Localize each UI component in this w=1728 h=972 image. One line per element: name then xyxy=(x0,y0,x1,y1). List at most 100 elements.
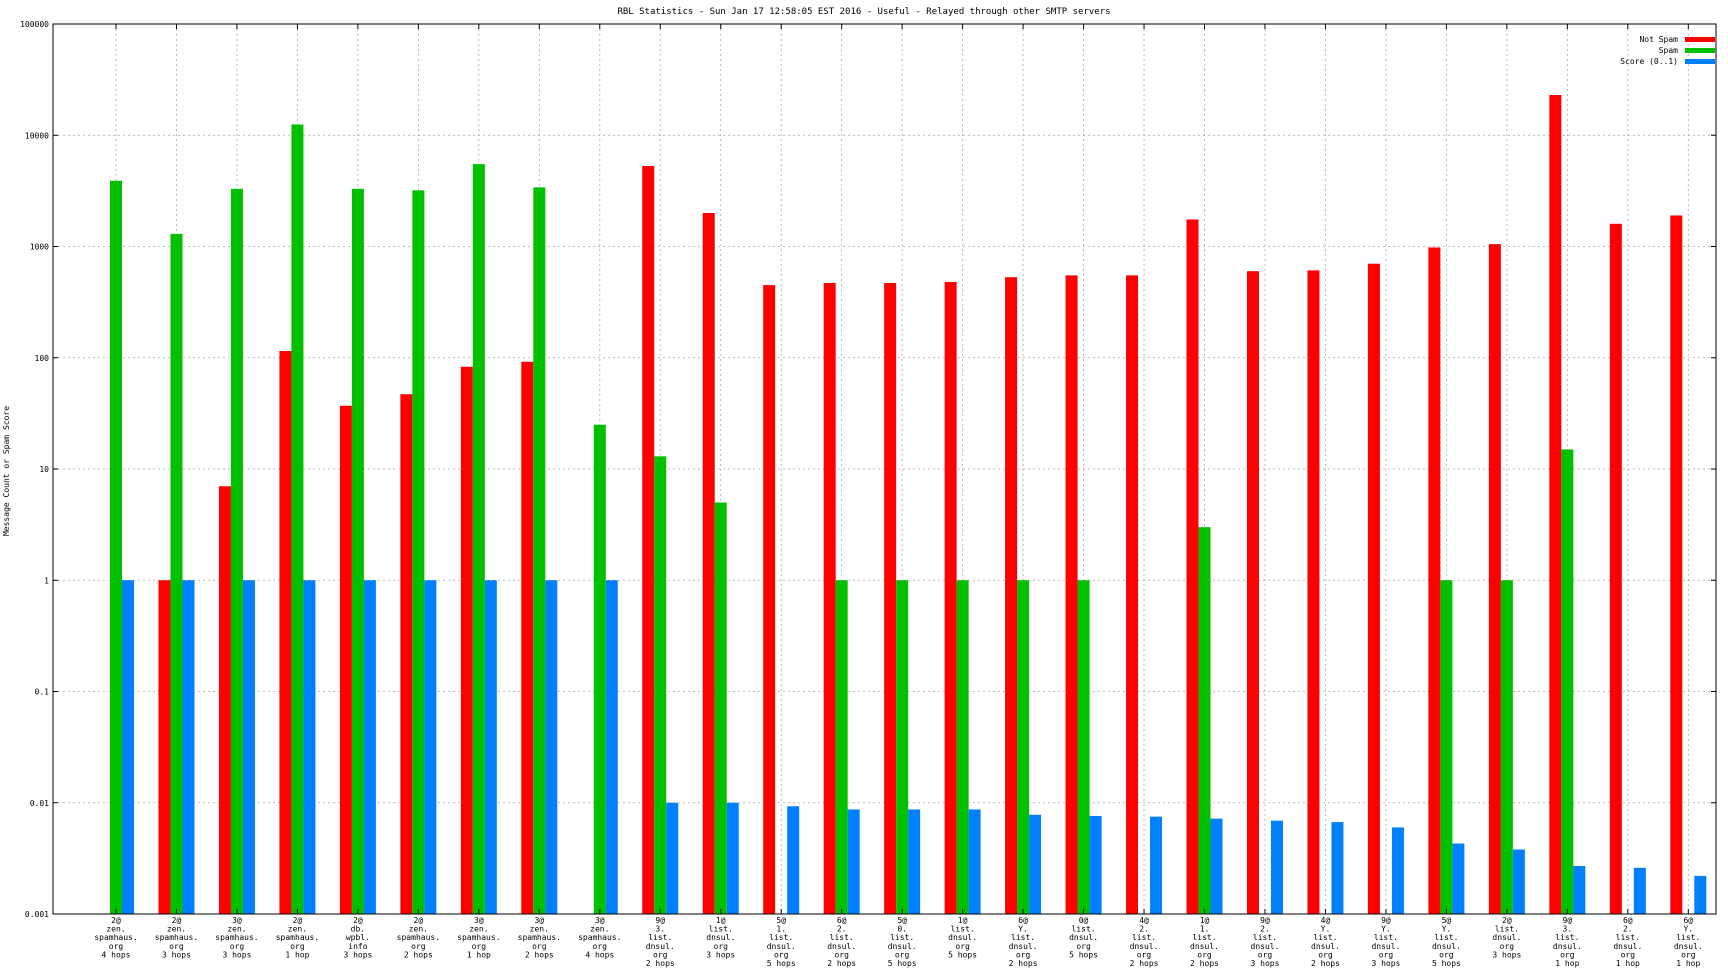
x-tick-label: 1@ list. dnsul. org 3 hops xyxy=(706,916,735,959)
x-tick-label: 1@ list. dnsul. org 5 hops xyxy=(948,916,977,959)
x-tick-label: 5@ Y. list. dnsul. org 5 hops xyxy=(1432,916,1461,968)
bar xyxy=(1694,875,1707,914)
legend-label: Score (0..1) xyxy=(1620,57,1678,66)
bar xyxy=(158,580,171,914)
y-tick-label: 0.001 xyxy=(25,910,49,919)
x-tick-label: 9@ 3. list. dnsul. org 2 hops xyxy=(646,916,675,968)
bar xyxy=(714,502,727,914)
bar xyxy=(666,802,679,914)
bar xyxy=(230,188,243,915)
bar xyxy=(1198,527,1211,914)
bar xyxy=(1428,247,1441,915)
x-tick-label: 2@ db. wpbl. info 3 hops xyxy=(343,916,372,959)
legend: Not Spam Spam Score (0..1) xyxy=(1620,35,1715,66)
x-tick-label: 0@ list. dnsul. org 5 hops xyxy=(1069,916,1098,959)
bar xyxy=(1331,822,1344,914)
bar xyxy=(884,282,897,914)
bar xyxy=(1077,580,1090,914)
bar xyxy=(242,580,255,914)
bar xyxy=(763,285,776,915)
bar xyxy=(182,580,195,914)
x-ticks: 2@ zen. spamhaus. org 4 hops 2@ zen. spamhaus. o… xyxy=(94,24,1703,968)
x-tick-label: 2@ zen. spamhaus. org 2 hops xyxy=(397,916,440,959)
plot-frame xyxy=(52,23,1717,915)
y-tick-label: 100 xyxy=(35,354,50,363)
bar xyxy=(1210,818,1223,914)
bar xyxy=(835,580,848,914)
bar xyxy=(351,188,364,915)
bar xyxy=(1246,271,1259,914)
bar xyxy=(1440,580,1453,914)
bar xyxy=(1391,827,1404,914)
y-axis-label: Message Count or Spam Score xyxy=(2,406,11,536)
bar xyxy=(1150,816,1163,914)
bar xyxy=(908,809,921,914)
x-tick-label: 3@ zen. spamhaus. org 4 hops xyxy=(578,916,621,959)
bar xyxy=(1512,849,1525,914)
x-tick-label: 3@ zen. spamhaus. org 1 hop xyxy=(457,916,500,959)
y-tick-label: 10000 xyxy=(25,131,49,140)
bar xyxy=(847,809,860,914)
chart-title: RBL Statistics - Sun Jan 17 12:58:05 EST… xyxy=(617,7,1110,17)
x-tick-label: 2@ zen. spamhaus. org 4 hops xyxy=(94,916,137,959)
bar xyxy=(944,281,957,914)
bar xyxy=(968,809,981,914)
x-tick-label: 1@ 1. list. dnsul. org 2 hops xyxy=(1190,916,1219,968)
bar xyxy=(787,806,800,914)
bar xyxy=(1029,814,1042,914)
bar xyxy=(279,350,292,914)
bar xyxy=(593,424,606,914)
bar xyxy=(545,580,558,914)
x-tick-label: 6@ 2. list. dnsul. org 2 hops xyxy=(827,916,856,968)
bar xyxy=(339,405,352,914)
x-tick-label: 6@ Y. list. dnsul. org 2 hops xyxy=(1009,916,1038,968)
bar xyxy=(726,802,739,914)
legend-label: Spam xyxy=(1659,46,1678,55)
x-tick-label: 2@ list. dnsul. org 3 hops xyxy=(1492,916,1521,959)
bar xyxy=(1307,270,1320,914)
x-tick-label: 3@ zen. spamhaus. org 2 hops xyxy=(518,916,561,959)
y-tick-label: 0.1 xyxy=(35,688,50,697)
x-tick-label: 5@ 1. list. dnsul. org 5 hops xyxy=(767,916,796,968)
bar xyxy=(1488,244,1501,914)
y-tick-label: 10 xyxy=(39,465,49,474)
bar xyxy=(400,394,413,914)
bar xyxy=(1089,816,1102,914)
bar xyxy=(484,580,497,914)
y-tick-label: 1000 xyxy=(30,243,49,252)
bar xyxy=(1573,866,1586,914)
x-tick-label: 3@ zen. spamhaus. org 3 hops xyxy=(215,916,258,959)
y-tick-label: 1 xyxy=(44,576,49,585)
legend-swatch xyxy=(1685,37,1715,42)
bar xyxy=(823,282,836,914)
y-ticks: 0.001 0.01 0.1 1 10 100 1000 10000 100000 xyxy=(20,20,1716,919)
bar xyxy=(424,580,437,914)
bar xyxy=(1367,263,1380,914)
x-tick-label: 9@ 2. list. dnsul. org 3 hops xyxy=(1251,916,1280,968)
bar xyxy=(533,187,546,914)
x-tick-label: 9@ Y. list. dnsul. org 3 hops xyxy=(1371,916,1400,968)
legend-swatch xyxy=(1685,59,1715,64)
bar xyxy=(1065,275,1078,914)
bar xyxy=(654,456,667,914)
bar xyxy=(521,361,534,915)
bar xyxy=(1549,95,1562,914)
y-tick-label: 0.01 xyxy=(30,799,49,808)
bar xyxy=(1633,867,1646,914)
bar xyxy=(605,580,618,914)
x-tick-label: 9@ 3. list. dnsul. org 1 hop xyxy=(1553,916,1582,968)
x-tick-label: 5@ 0. list. dnsul. org 5 hops xyxy=(888,916,917,968)
x-tick-label: 2@ zen. spamhaus. org 1 hop xyxy=(276,916,319,959)
x-tick-label: 4@ Y. list. dnsul. org 2 hops xyxy=(1311,916,1340,968)
bar xyxy=(1017,580,1030,914)
bar xyxy=(1670,215,1683,915)
bar xyxy=(956,580,969,914)
x-tick-label: 6@ Y. list. dnsul. org 1 hop xyxy=(1674,916,1703,968)
bar xyxy=(412,190,425,914)
bar xyxy=(1609,223,1622,915)
bar xyxy=(218,486,231,914)
bar xyxy=(122,580,134,914)
x-tick-label: 6@ 2. list. dnsul. org 1 hop xyxy=(1613,916,1642,968)
bar xyxy=(1270,820,1283,914)
